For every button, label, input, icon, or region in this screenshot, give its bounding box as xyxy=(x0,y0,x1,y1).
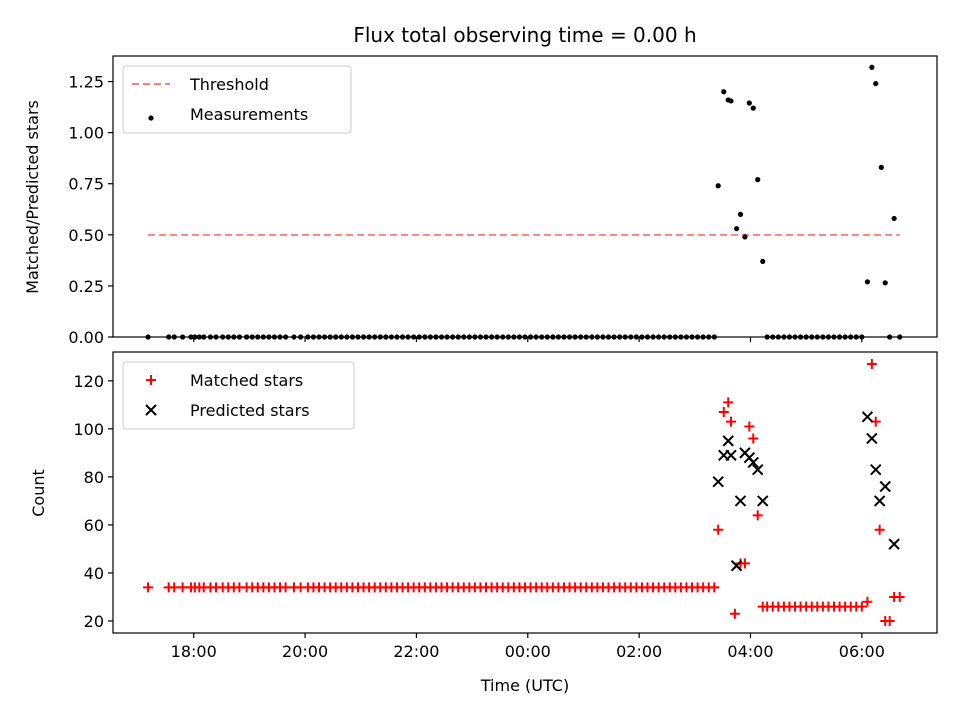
x-tick-label: 06:00 xyxy=(839,642,885,661)
x-axis-label: Time (UTC) xyxy=(480,676,569,695)
legend-label: Measurements xyxy=(190,105,308,124)
data-point xyxy=(755,177,761,183)
data-point xyxy=(891,215,897,222)
data-point xyxy=(169,582,180,593)
data-point xyxy=(748,433,759,444)
y-tick-label: 60 xyxy=(84,516,104,535)
x-tick-label: 00:00 xyxy=(505,642,551,661)
data-point xyxy=(752,463,764,476)
data-point xyxy=(894,591,905,602)
data-point xyxy=(744,421,755,432)
data-point xyxy=(730,560,743,572)
data-point xyxy=(864,279,871,285)
chart-title: Flux total observing time = 0.00 h xyxy=(353,23,696,47)
data-point xyxy=(723,397,734,408)
y-tick-label: 0.75 xyxy=(68,175,104,194)
series-matched-stars xyxy=(143,359,905,626)
x-tick-label: 02:00 xyxy=(616,642,662,661)
x-tick-label: 22:00 xyxy=(393,642,439,661)
data-point xyxy=(712,475,724,488)
legend-swatch xyxy=(145,404,157,416)
data-point xyxy=(856,601,867,612)
data-point xyxy=(873,495,886,507)
y-tick-label: 1.00 xyxy=(68,124,104,143)
data-point xyxy=(862,596,873,607)
data-point xyxy=(715,183,721,189)
data-point xyxy=(726,416,736,427)
legend-swatch xyxy=(148,115,154,121)
data-point xyxy=(709,582,720,593)
y-tick-label: 100 xyxy=(73,420,104,439)
top-y-axis-label: Matched/Predicted stars xyxy=(23,100,42,294)
bottom-panel: 20 40 60 80 100 120 18:00 20:00 22:00 00:00 02:00 0… xyxy=(73,351,938,661)
data-point xyxy=(879,480,891,493)
data-point xyxy=(737,211,744,217)
data-point xyxy=(721,89,727,95)
bottom-y-axis-label: Count xyxy=(29,469,48,517)
data-point xyxy=(874,524,885,535)
data-point xyxy=(747,456,759,469)
data-point xyxy=(742,234,748,240)
legend-label: Threshold xyxy=(189,75,269,94)
data-point xyxy=(884,615,895,626)
plot-area xyxy=(143,359,905,626)
axes-frame xyxy=(112,351,938,634)
data-point xyxy=(878,164,884,170)
data-point xyxy=(713,524,724,535)
axes-frame xyxy=(112,55,938,338)
data-point xyxy=(873,80,879,87)
data-point xyxy=(882,280,888,286)
data-point xyxy=(888,538,900,550)
data-point xyxy=(280,582,291,593)
data-point xyxy=(728,98,734,104)
legend-label: Matched stars xyxy=(190,371,303,390)
data-point xyxy=(734,495,747,507)
x-tick-label: 18:00 xyxy=(171,642,217,661)
data-point xyxy=(725,449,737,461)
data-point xyxy=(866,432,878,445)
data-point xyxy=(757,495,769,507)
data-point xyxy=(869,64,875,70)
y-tick-label: 40 xyxy=(84,564,104,583)
x-tick-label: 04:00 xyxy=(727,642,773,661)
y-tick-label: 0.00 xyxy=(68,328,104,347)
data-point xyxy=(750,105,756,111)
data-point xyxy=(722,435,734,447)
legend-box xyxy=(122,361,355,430)
y-tick-label: 20 xyxy=(84,612,104,631)
data-point xyxy=(861,411,874,423)
data-point xyxy=(718,407,729,418)
y-tick-label: 0.25 xyxy=(68,277,104,296)
data-point xyxy=(729,608,740,619)
data-point xyxy=(870,463,882,476)
top-panel: 0.00 0.25 0.50 0.75 1.00 1.25 Threshold Measure… xyxy=(68,55,938,347)
data-point xyxy=(733,226,740,232)
x-tick-label: 20:00 xyxy=(282,642,328,661)
data-point xyxy=(760,258,766,264)
data-point xyxy=(752,510,763,521)
data-point xyxy=(177,582,188,593)
y-tick-label: 1.25 xyxy=(68,73,104,92)
data-point xyxy=(866,359,877,370)
legend-label: Predicted stars xyxy=(190,401,310,420)
data-point xyxy=(143,582,154,593)
legend-swatch xyxy=(146,375,156,385)
data-point xyxy=(746,100,752,106)
series-predicted-stars xyxy=(712,411,900,572)
y-tick-label: 120 xyxy=(73,372,104,391)
legend-box xyxy=(122,65,352,134)
data-point xyxy=(739,558,750,569)
y-tick-label: 80 xyxy=(84,468,104,487)
y-tick-label: 0.50 xyxy=(68,226,104,245)
